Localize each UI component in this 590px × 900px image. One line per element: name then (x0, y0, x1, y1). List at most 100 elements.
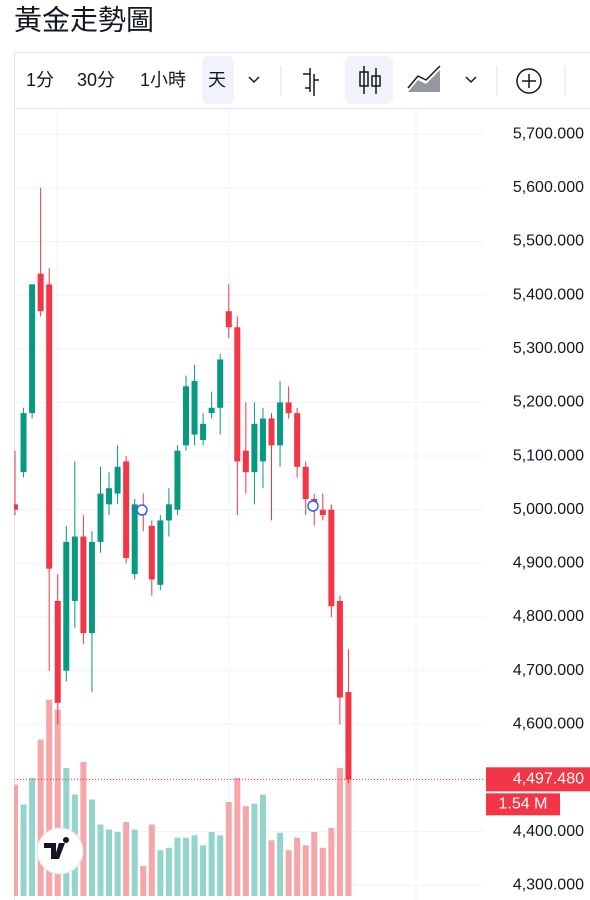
candle-body (123, 461, 130, 558)
candle-body (277, 402, 284, 446)
y-tick-label: 4,900.000 (513, 555, 584, 572)
volume-bar (29, 777, 36, 896)
volume-bar (225, 802, 232, 896)
candle-body (200, 423, 207, 440)
candle-body (191, 380, 198, 435)
volume-bar (88, 799, 95, 896)
candle-body (63, 541, 70, 671)
volume-bar (328, 827, 335, 896)
volume-bar (217, 835, 224, 896)
y-tick-label: 4,300.000 (513, 876, 584, 893)
bars-icon[interactable] (303, 68, 319, 96)
candle-body (285, 402, 292, 414)
volume-bar (157, 850, 164, 896)
candle-body (131, 504, 138, 575)
volume-bar (302, 845, 309, 896)
interval-button[interactable]: 天 (208, 70, 226, 90)
volume-bar (54, 709, 61, 896)
last-price-label: 4,497.480 (513, 771, 584, 788)
candle-body (114, 466, 121, 494)
active-style-bg (345, 56, 393, 104)
candle-body (208, 407, 215, 414)
y-tick-label: 4,400.000 (513, 823, 584, 840)
y-tick-label: 5,400.000 (513, 286, 584, 303)
y-tick-label: 5,100.000 (513, 447, 584, 464)
candle-body (302, 466, 309, 499)
volume-bar (148, 824, 155, 896)
candle-body (336, 600, 343, 698)
candle-body (29, 284, 36, 414)
volume-bar (242, 806, 249, 896)
y-tick-label: 5,500.000 (513, 233, 584, 250)
candle-body (294, 413, 301, 467)
candle-body (80, 536, 87, 634)
candle-body (225, 311, 232, 328)
volume-bar (174, 837, 181, 896)
candle-body (71, 536, 78, 601)
area-icon[interactable] (407, 65, 441, 92)
volume-bar (114, 831, 121, 896)
volume-bar (294, 837, 301, 896)
candle-body (37, 273, 44, 312)
volume-bar (123, 821, 130, 896)
volume-bar (37, 739, 44, 896)
candle-body (319, 509, 326, 516)
event-marker[interactable] (307, 500, 319, 512)
y-tick-label: 5,200.000 (513, 394, 584, 411)
candle-body (14, 504, 18, 510)
candles-icon[interactable] (359, 66, 381, 94)
candle-body (165, 504, 172, 521)
y-tick-label: 5,600.000 (513, 179, 584, 196)
volume-bar (183, 837, 189, 896)
candle-body (217, 359, 224, 408)
volume-bar (191, 835, 198, 896)
volume-bar (345, 767, 352, 896)
y-tick-label: 4,600.000 (513, 716, 584, 733)
volume-bar (277, 832, 284, 896)
volume-bar (20, 804, 27, 896)
active-interval-bg (202, 56, 234, 104)
tv-logo (36, 827, 84, 875)
candle-body (174, 450, 181, 510)
chart-title: 黃金走勢圖 (14, 4, 154, 35)
candle-layer (14, 187, 352, 784)
volume-bar (200, 845, 207, 896)
candle-body (183, 386, 189, 446)
candle-body (46, 284, 53, 569)
volume-bar (268, 840, 275, 896)
volume-bar (46, 699, 53, 896)
y-tick-label: 4,800.000 (513, 608, 584, 625)
candle-body (20, 413, 27, 473)
event-marker[interactable] (136, 504, 148, 516)
interval-button[interactable]: 1分 (26, 70, 54, 90)
volume-bar (208, 831, 215, 896)
y-tick-label: 5,300.000 (513, 340, 584, 357)
volume-bar (336, 767, 343, 896)
volume-bar (251, 803, 258, 896)
volume-bar (140, 866, 147, 896)
interval-button[interactable]: 30分 (77, 70, 115, 90)
event-markers (136, 500, 319, 516)
interval-button[interactable]: 1小時 (140, 70, 186, 90)
candle-body (106, 488, 113, 505)
y-tick-label: 5,700.000 (513, 125, 584, 142)
candle-body (54, 600, 61, 703)
candle-body (345, 692, 352, 780)
volume-bar (131, 829, 138, 896)
chevron[interactable] (248, 76, 260, 84)
candle-body (328, 509, 335, 607)
volume-bar (319, 847, 326, 896)
y-tick-label: 5,000.000 (513, 501, 584, 518)
candle-body (259, 418, 266, 462)
last-volume-label: 1.54 M (499, 796, 548, 813)
chevron[interactable] (465, 76, 477, 84)
add-indicator-icon[interactable] (516, 68, 542, 94)
candle-body (268, 418, 275, 446)
volume-bar (14, 784, 18, 896)
volume-bar (311, 831, 318, 896)
candle-body (148, 525, 155, 580)
volume-bar (165, 847, 172, 896)
candle-body (157, 520, 164, 585)
price-axis: 4,300.0004,400.0004,500.0004,600.0004,70… (513, 125, 584, 893)
